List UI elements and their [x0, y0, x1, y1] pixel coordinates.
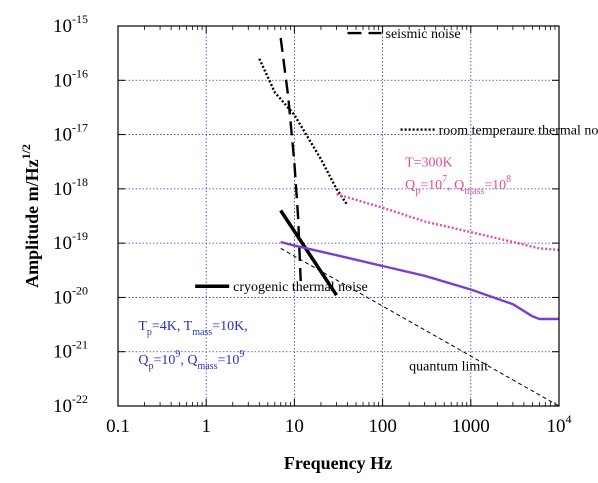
- x-tick-label: 104: [547, 412, 572, 437]
- annotation-part: , Q: [447, 178, 464, 193]
- annotation-pink-T: T=300K: [405, 155, 453, 170]
- y-tick-label-base: 10: [53, 16, 72, 37]
- series-line-quantum-limit: [280, 247, 560, 407]
- annotation-blue-T: Tp=4K, Tmass=10K,: [138, 319, 247, 338]
- annotations: seismic noise room temperaure thermal noi…: [138, 27, 598, 374]
- series-line-cryogenic-thermal-noise-t-4k: [280, 240, 559, 321]
- annotation-pink-Q: Qp=107, Qmass=108: [405, 174, 511, 197]
- y-tick-label-exponent: -17: [72, 121, 88, 135]
- x-tick-label-base: 100: [368, 416, 397, 437]
- annotation-part: 7: [442, 174, 447, 185]
- y-tick-label-base: 10: [53, 287, 72, 308]
- annotation-part: =10: [217, 353, 239, 368]
- y-tick-label-exponent: -20: [72, 283, 88, 297]
- annotation-seismic: seismic noise: [386, 27, 461, 42]
- y-tick-label: 10-21: [53, 338, 88, 363]
- annotation-part: mass: [192, 327, 212, 338]
- x-tick-label-base: 0.1: [106, 416, 130, 437]
- annotation-part: Q: [405, 178, 415, 193]
- annotation-part: mass: [197, 361, 217, 372]
- y-tick-label: 10-17: [53, 121, 88, 146]
- y-tick-label: 10-19: [53, 229, 88, 254]
- annotation-part: =10: [484, 178, 506, 193]
- annotation-part: p: [147, 327, 152, 338]
- annotation-part: Q: [138, 353, 148, 368]
- y-tick-label-exponent: -15: [72, 12, 88, 26]
- annotation-part: p: [148, 361, 153, 372]
- y-axis-title-sup: 1/2: [19, 144, 33, 159]
- annotation-quantum: quantum limit: [409, 360, 488, 375]
- y-tick-label-exponent: -22: [72, 392, 88, 406]
- annotation-part: , Q: [180, 353, 197, 368]
- grid-lines: [118, 26, 559, 406]
- annotation-room: room temperaure thermal noise: [439, 124, 598, 139]
- y-tick-label-exponent: -16: [72, 66, 88, 80]
- y-tick-label-base: 10: [53, 396, 72, 417]
- y-axis-title: Amplitude m/Hz1/2: [19, 144, 42, 288]
- y-tick-label-base: 10: [53, 342, 72, 363]
- y-tick-label: 10-18: [53, 175, 88, 200]
- y-tick-label-base: 10: [53, 233, 72, 254]
- annotation-part: =4K, T: [152, 319, 193, 334]
- series-line-room-temperature-thermal-noise-t-300k: [336, 192, 560, 252]
- x-tick-label-exponent: 4: [566, 412, 572, 426]
- annotation-part: p: [415, 186, 420, 197]
- x-tick-label-base: 10: [285, 416, 304, 437]
- y-axis-title-main: Amplitude m/Hz: [22, 159, 42, 288]
- y-tick-label-base: 10: [53, 70, 72, 91]
- annotation-part: =10: [153, 353, 175, 368]
- x-tick-label: 100: [368, 416, 397, 437]
- annotation-part: 8: [506, 174, 511, 185]
- annotation-blue-Q: Qp=109, Qmass=109: [138, 349, 244, 372]
- x-tick-labels: 0.1 1 10 100 1000 104: [106, 412, 571, 437]
- series-line-room-temperaure-thermal-noise: [258, 58, 349, 206]
- tick-marks: [117, 25, 560, 407]
- x-tick-label-base: 1000: [452, 416, 490, 437]
- annotation-part: =10K,: [212, 319, 248, 334]
- annotation-part: mass: [464, 186, 484, 197]
- annotation-part: 9: [175, 349, 180, 360]
- plot-frame: [117, 25, 560, 407]
- annotation-cryo: cryogenic thermal noise: [233, 280, 368, 295]
- series-group: [258, 37, 560, 407]
- annotation-part: T=300K: [405, 155, 453, 170]
- x-tick-label-base: 1: [201, 416, 211, 437]
- y-tick-label-base: 10: [53, 179, 72, 200]
- y-tick-label-exponent: -21: [72, 338, 88, 352]
- series-line-cryogenic-thermal-noise: [279, 209, 338, 297]
- y-tick-label: 10-16: [53, 66, 88, 91]
- x-tick-label: 0.1: [106, 416, 130, 437]
- x-tick-label: 10: [285, 416, 304, 437]
- y-tick-label-exponent: -19: [72, 229, 88, 243]
- y-tick-label: 10-22: [53, 392, 88, 417]
- annotation-part: 9: [239, 349, 244, 360]
- x-tick-label: 1000: [452, 416, 490, 437]
- y-tick-label-exponent: -18: [72, 175, 88, 189]
- y-tick-label: 10-15: [53, 12, 88, 37]
- y-tick-label: 10-20: [53, 283, 88, 308]
- annotation-part: T: [138, 319, 147, 334]
- y-tick-label-base: 10: [53, 125, 72, 146]
- x-axis-title: Frequency Hz: [284, 453, 392, 473]
- annotation-part: =10: [420, 178, 442, 193]
- x-tick-label: 1: [201, 416, 211, 437]
- x-tick-label-base: 10: [547, 416, 566, 437]
